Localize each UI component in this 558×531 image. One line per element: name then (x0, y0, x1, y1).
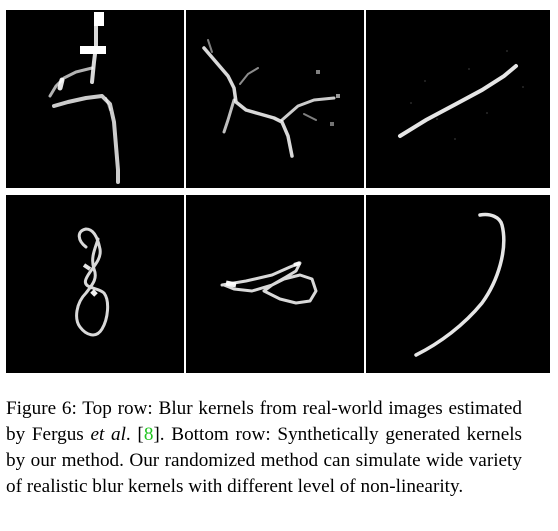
caption-etal: et al (90, 424, 126, 445)
real-kernel-panel-2 (186, 10, 364, 188)
citation-link[interactable]: 8 (143, 424, 154, 445)
kernel-grid (4, 6, 550, 374)
caption-prefix: Figure 6: Top row: Blur kernels from rea… (6, 398, 522, 445)
synthetic-kernel-panel-3 (366, 195, 550, 373)
synthetic-kernel-image-2 (220, 261, 318, 305)
synthetic-kernel-panel-2 (186, 195, 364, 373)
real-kernel-panel-3 (366, 10, 550, 188)
synthetic-kernel-image-3 (414, 212, 506, 357)
real-kernel-image-1 (48, 12, 120, 184)
caption-after-etal: . [ (125, 424, 144, 445)
real-kernel-image-2 (202, 39, 340, 158)
caption-suffix: ]. Bottom row: Synthetically generated k… (6, 424, 523, 497)
figure-caption: Figure 6: Top row: Blur kernels from rea… (6, 396, 522, 500)
real-kernel-image-3 (398, 50, 524, 140)
synthetic-kernel-panel-1 (6, 195, 184, 373)
real-kernel-panel-1 (6, 10, 184, 188)
synthetic-kernel-image-1 (75, 227, 110, 337)
